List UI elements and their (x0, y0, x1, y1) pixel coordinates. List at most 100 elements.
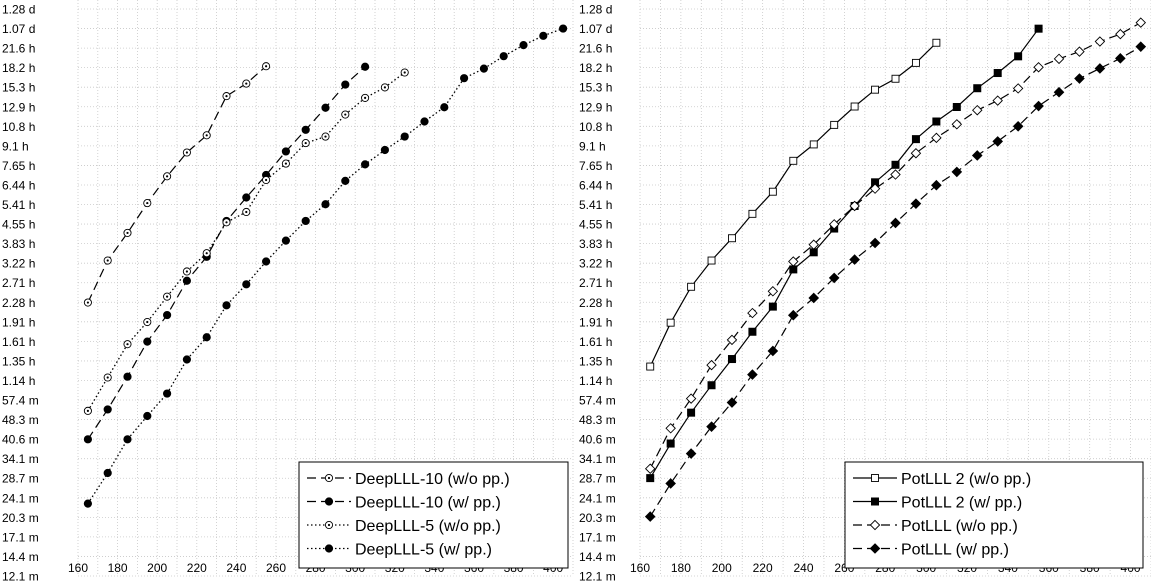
data-point (1115, 28, 1126, 40)
data-point (644, 463, 656, 474)
data-point (951, 119, 963, 130)
series-line (87, 71, 406, 412)
data-point (281, 147, 290, 156)
data-point (1034, 24, 1043, 33)
data-point (787, 309, 799, 321)
data-point (321, 132, 330, 141)
y-tick-label: 34.1 m (2, 452, 39, 466)
legend-item: DeepLLL-5 (w/o pp.) (307, 518, 501, 535)
data-point (992, 136, 1004, 147)
data-point (163, 310, 172, 320)
data-point (262, 175, 271, 185)
legend: DeepLLL-10 (w/o pp.) DeepLLL-10 (w/ pp.) D… (298, 461, 569, 569)
legend-item: PotLLL (w/o pp.) (853, 518, 1018, 535)
data-point (143, 411, 152, 421)
y-tick-label: 9.1 h (2, 139, 29, 153)
data-point (182, 267, 191, 276)
data-point (539, 31, 548, 40)
data-point (123, 340, 132, 349)
data-point (202, 249, 211, 258)
y-tick-label: 1.28 d (579, 3, 612, 17)
y-tick-label: 17.1 m (579, 530, 616, 544)
data-point (143, 337, 152, 346)
data-point (123, 435, 132, 444)
y-tick-label: 40.6 m (579, 433, 616, 447)
data-point (321, 103, 330, 112)
data-point (380, 145, 389, 155)
data-point (1074, 73, 1085, 84)
y-tick-label: 40.6 m (2, 433, 39, 447)
series-line (649, 46, 1142, 517)
data-point (242, 193, 251, 202)
data-point (910, 147, 922, 159)
data-point (341, 110, 350, 119)
data-point (143, 199, 152, 208)
y-tick-label: 10.8 h (2, 120, 35, 134)
data-point (400, 132, 409, 141)
y-tick-label: 3.83 h (2, 237, 35, 251)
y-tick-label: 17.1 m (2, 530, 39, 544)
legend-label: PotLLL (w/o pp.) (901, 518, 1018, 535)
y-tick-label: 1.28 d (2, 3, 35, 17)
data-point (666, 318, 675, 327)
data-point (951, 166, 963, 178)
legend-item: DeepLLL-10 (w/ pp.) (307, 495, 501, 512)
data-point (1094, 36, 1106, 47)
series-2-1 (646, 38, 941, 371)
series-1-1 (83, 62, 271, 307)
data-point (869, 183, 881, 194)
data-point (1014, 52, 1023, 61)
data-point (931, 179, 942, 191)
y-tick-label: 24.1 m (2, 491, 39, 505)
y-tick-label: 20.3 m (579, 511, 616, 525)
data-point (931, 132, 942, 144)
y-tick-label: 18.2 h (579, 61, 612, 75)
data-point (932, 38, 941, 47)
legend-box (298, 461, 569, 569)
data-point (83, 406, 92, 415)
data-point (830, 120, 839, 129)
series-line (87, 66, 366, 440)
data-point (301, 125, 310, 134)
data-point (1074, 46, 1085, 57)
data-point (202, 131, 211, 140)
y-tick-label: 1.91 h (2, 315, 35, 329)
data-point (103, 256, 112, 265)
y-tick-label: 18.2 h (2, 61, 35, 75)
legend-label: PotLLL 2 (w/o pp.) (901, 471, 1031, 488)
data-point (1115, 53, 1126, 64)
y-tick-label: 57.4 m (579, 394, 616, 408)
data-point (767, 286, 779, 297)
data-point (361, 160, 370, 169)
y-tick-label: 1.14 h (2, 374, 35, 388)
legend-swatch-marker (324, 473, 334, 483)
legend-swatch-marker (869, 519, 881, 531)
data-point (911, 135, 920, 144)
data-point (646, 474, 655, 483)
data-point (499, 52, 508, 61)
y-tick-label: 1.07 d (2, 22, 35, 36)
data-point (301, 139, 310, 148)
y-tick-label: 1.07 d (579, 22, 612, 36)
data-point (685, 393, 697, 404)
data-point (341, 176, 350, 186)
data-point (706, 359, 717, 371)
data-point (748, 327, 757, 336)
data-point (747, 369, 758, 380)
data-point (83, 435, 93, 444)
legend-label: PotLLL (w/ pp.) (901, 542, 1009, 559)
data-point (890, 217, 901, 229)
data-point (809, 140, 818, 149)
x-tick-label: 240 (794, 561, 814, 575)
data-point (163, 389, 172, 398)
data-point (1033, 62, 1044, 73)
x-tick-label: 240 (226, 561, 246, 575)
data-point (971, 150, 983, 161)
legend-item: PotLLL (w/ pp.) (853, 542, 1009, 559)
data-point (828, 219, 840, 230)
data-point (850, 102, 859, 111)
data-point (1094, 63, 1106, 74)
x-tick-label: 160 (68, 561, 88, 575)
data-point (871, 85, 880, 94)
data-point (440, 103, 449, 112)
